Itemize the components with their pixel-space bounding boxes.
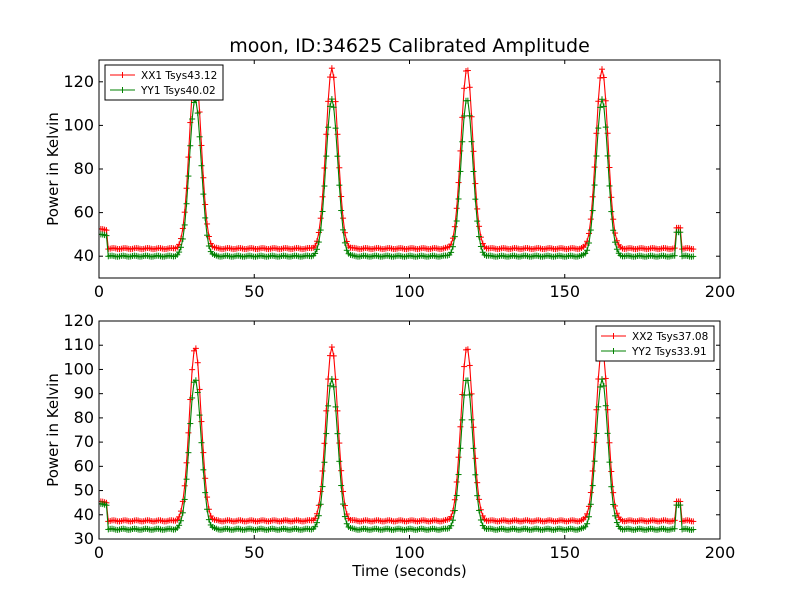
x-tick-label: 150 xyxy=(549,543,580,562)
legend-label: XX1 Tsys43.12 xyxy=(141,70,217,82)
series-markers-1 xyxy=(99,344,697,525)
y-tick-label: 40 xyxy=(74,505,94,524)
y-tick-label: 110 xyxy=(63,335,94,354)
y-tick-label: 30 xyxy=(74,529,94,548)
x-tick-label: 200 xyxy=(705,543,736,562)
x-tick-label: 50 xyxy=(244,282,264,301)
x-axis-label: Time (seconds) xyxy=(351,562,467,580)
panel-2: 0 50 100 150 200 30 40 50 60 70 80 90 100 110 120 Power… xyxy=(44,311,735,580)
panel-1: moon, ID:34625 Calibrated Amplitude 0 50 10… xyxy=(44,35,735,301)
plot-area xyxy=(99,65,697,260)
y-tick-label: 100 xyxy=(63,359,94,378)
x-tick-label: 200 xyxy=(705,282,736,301)
y-tick-label: 100 xyxy=(63,115,94,134)
legend-box xyxy=(595,325,715,362)
series-markers-2 xyxy=(99,375,697,533)
series-markers-2 xyxy=(99,96,697,260)
legend-label: XX2 Tsys37.08 xyxy=(632,331,708,343)
plot-area xyxy=(99,344,697,533)
y-tick-label: 40 xyxy=(74,246,94,265)
y-tick-label: 120 xyxy=(63,72,94,91)
y-tick-label: 60 xyxy=(74,203,94,222)
series-markers-1 xyxy=(99,65,697,253)
y-tick-label: 50 xyxy=(74,481,94,500)
x-tick-label: 100 xyxy=(394,282,425,301)
y-tick-label: 60 xyxy=(74,456,94,475)
y-tick-label: 90 xyxy=(74,384,94,403)
x-tick-label: 0 xyxy=(94,282,104,301)
y-tick-label: 80 xyxy=(74,159,94,178)
legend-box xyxy=(104,64,224,101)
y-tick-label: 80 xyxy=(74,408,94,427)
y-axis-label: Power in Kelvin xyxy=(44,373,62,487)
legend: XX1 Tsys43.12 YY1 Tsys40.02 xyxy=(104,64,224,101)
legend-label: YY2 Tsys33.91 xyxy=(631,346,707,358)
y-tick-label: 70 xyxy=(74,432,94,451)
chart-title: moon, ID:34625 Calibrated Amplitude xyxy=(229,35,590,57)
x-tick-label: 100 xyxy=(394,543,425,562)
x-tick-label: 50 xyxy=(244,543,264,562)
legend: XX2 Tsys37.08 YY2 Tsys33.91 xyxy=(595,325,715,362)
x-tick-label: 150 xyxy=(549,282,580,301)
y-tick-label: 120 xyxy=(63,311,94,330)
x-tick-label: 0 xyxy=(94,543,104,562)
y-axis-label: Power in Kelvin xyxy=(44,112,62,226)
legend-label: YY1 Tsys40.02 xyxy=(140,85,216,97)
